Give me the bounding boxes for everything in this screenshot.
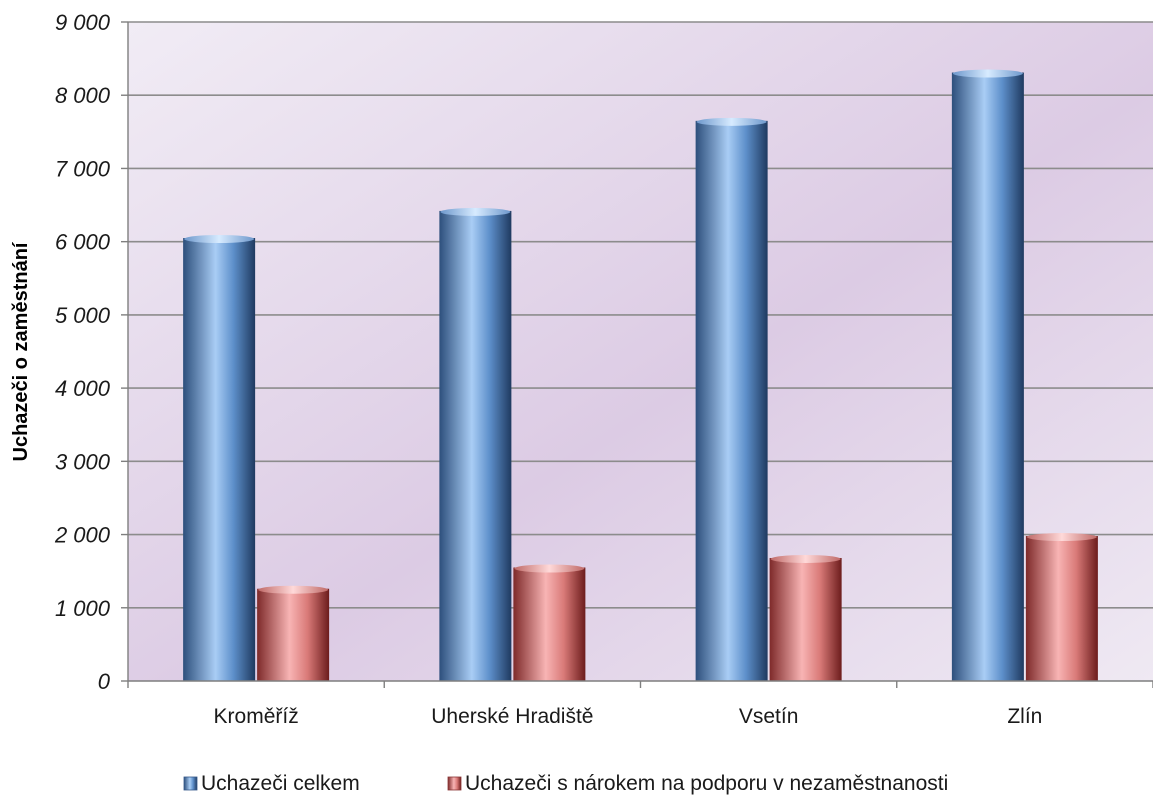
y-axis-label: Uchazeči o zaměstnání <box>10 241 32 461</box>
bar-series-2 <box>513 567 586 681</box>
y-tick-label: 4 000 <box>55 376 111 401</box>
bar-series-2-cap <box>514 564 585 573</box>
bars <box>183 69 1098 682</box>
bar-series-1-cap <box>952 69 1023 78</box>
y-tick-label: 9 000 <box>55 10 111 35</box>
x-tick-label: Uherské Hradiště <box>431 705 593 728</box>
bar-series-1 <box>695 120 768 682</box>
x-tick-label: Kroměříž <box>214 705 299 728</box>
bar-series-2-cap <box>770 554 841 563</box>
x-tick-label: Vsetín <box>739 705 799 728</box>
y-tick-label: 5 000 <box>55 303 111 328</box>
y-tick-label: 1 000 <box>55 596 111 621</box>
y-tick-label: 2 000 <box>54 523 111 548</box>
y-tick-labels: 0 1 000 2 000 3 000 4 000 5 000 6 000 7 000 8 00… <box>54 10 111 694</box>
bar-series-2-cap <box>1026 533 1097 542</box>
x-tick-labels: Kroměříž Uherské Hradiště Vsetín Zlín <box>214 705 1043 728</box>
bar-series-2 <box>257 588 330 681</box>
bar-series-1-cap <box>440 207 511 216</box>
legend-label-series-1: Uchazeči celkem <box>201 772 360 795</box>
bar-series-1 <box>183 238 256 681</box>
bar-series-2 <box>1025 536 1098 681</box>
bar-series-1 <box>439 210 512 681</box>
bar-series-2 <box>769 557 842 681</box>
y-tick-label: 7 000 <box>55 156 111 181</box>
bar-series-1 <box>951 72 1024 682</box>
axes <box>121 21 1153 688</box>
bar-series-1-cap <box>184 235 255 244</box>
y-tick-label: 3 000 <box>55 449 111 474</box>
legend: Uchazeči celkem Uchazeči s nárokem na po… <box>183 772 948 795</box>
y-tick-label: 0 <box>98 669 111 694</box>
bar-series-1-cap <box>696 117 767 126</box>
y-tick-label: 8 000 <box>55 83 111 108</box>
y-tick-label: 6 000 <box>55 230 111 255</box>
x-tick-label: Zlín <box>1007 705 1042 728</box>
bar-series-2-cap <box>258 585 329 594</box>
legend-swatch-series-2 <box>447 776 462 791</box>
legend-swatch-series-1 <box>183 776 198 791</box>
legend-label-series-2: Uchazeči s nárokem na podporu v nezaměst… <box>465 772 948 795</box>
